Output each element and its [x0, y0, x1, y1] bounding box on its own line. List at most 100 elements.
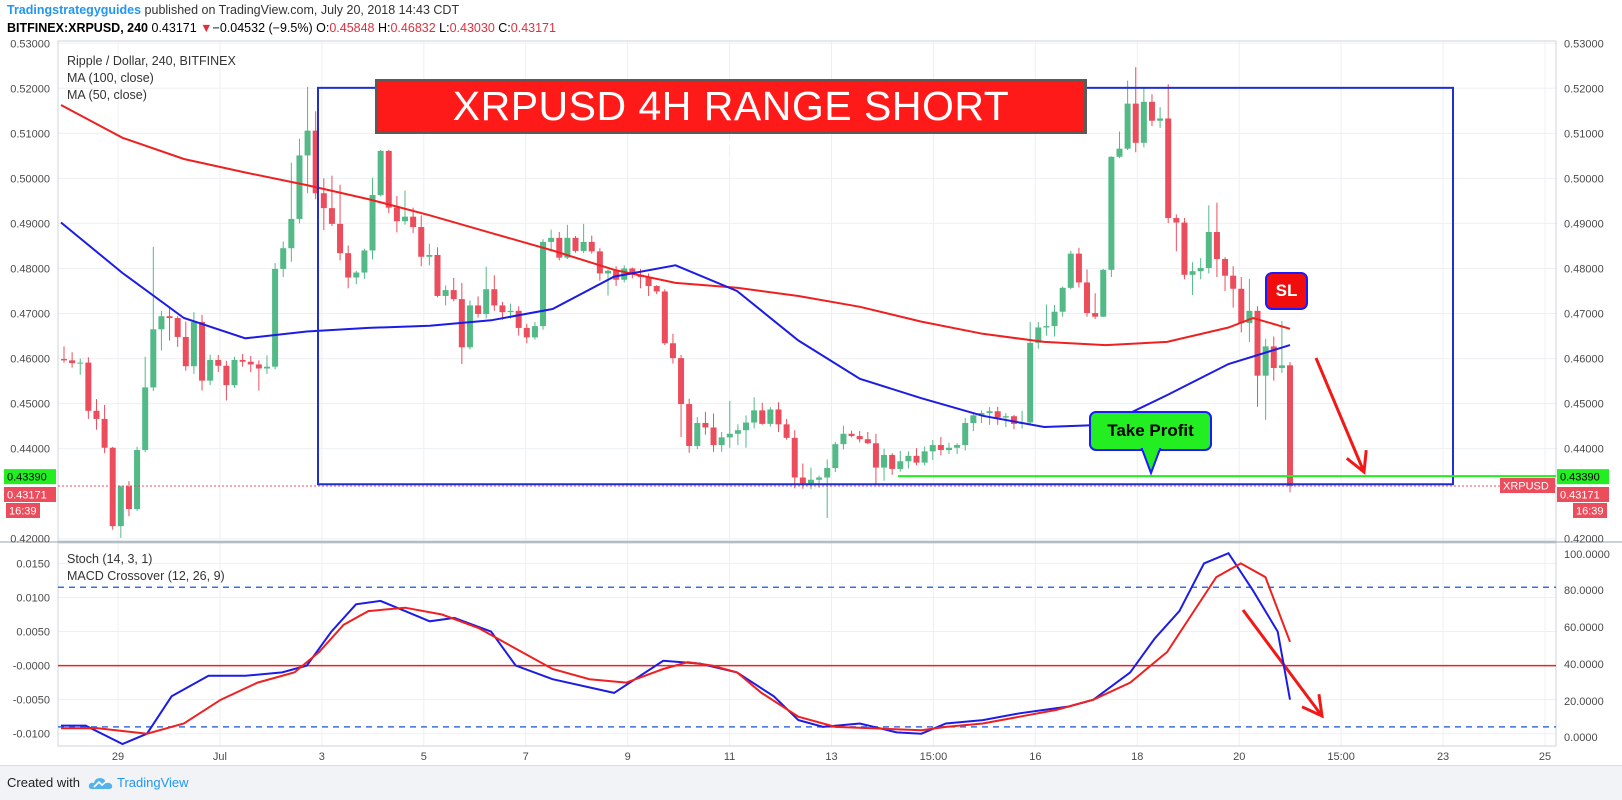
candle-body [491, 289, 498, 306]
candle-body [905, 455, 912, 462]
oscillator-right-tick-label: 60.0000 [1564, 622, 1604, 634]
take-profit-pointer [1140, 446, 1162, 476]
candle-body [994, 411, 1001, 418]
time-axis[interactable]: 29 Jul 3 5 7 9 11 13 15:00 16 18 20 15:00 23 25 [112, 751, 1551, 763]
right-last-price-tag-bg [1557, 487, 1609, 502]
candle-body [77, 362, 84, 364]
candle-body [588, 241, 595, 252]
legend-symbol[interactable]: Ripple / Dollar, 240, BITFINEX [67, 54, 236, 68]
legend-macd[interactable]: MACD Crossover (12, 26, 9) [67, 569, 225, 583]
candle-body [393, 207, 400, 222]
candle-body [978, 413, 985, 416]
candle-body [1010, 416, 1017, 424]
tradingview-cloud-icon [88, 778, 113, 789]
right-price-tick-label: 0.51000 [1564, 128, 1604, 140]
candle-body [856, 436, 863, 440]
time-tick-label: 25 [1539, 751, 1551, 763]
oscillator-left-tick-label: 0.0150 [16, 558, 50, 570]
candle-body [1002, 416, 1009, 418]
candle-body [239, 359, 246, 362]
candle-body [1132, 103, 1139, 143]
candle-body [499, 305, 506, 313]
candle-body [824, 468, 831, 478]
candle-body [799, 477, 806, 484]
candle-body [158, 316, 165, 330]
oscillator-left-tick-label: 0.0050 [16, 627, 50, 639]
candle-body [337, 223, 344, 254]
candle-body [1197, 268, 1204, 272]
left-price-tick-label: 0.53000 [10, 38, 50, 50]
candle-body [515, 310, 522, 328]
ma-lines-layer [60, 104, 1291, 429]
candle-body [759, 410, 766, 424]
oscillator-right-tick-label: 100.0000 [1564, 549, 1610, 561]
candle-body [556, 237, 563, 258]
candle-body [718, 437, 725, 446]
right-price-tick-label: 0.47000 [1564, 309, 1604, 321]
candle-body [272, 268, 279, 367]
right-price-tick-label: 0.49000 [1564, 218, 1604, 230]
left-countdown-tag-bg [6, 503, 40, 518]
left-price-tick-label: 0.51000 [10, 128, 50, 140]
candle-body [247, 361, 254, 365]
left-price-axis[interactable]: 0.53000 0.52000 0.51000 0.50000 0.49000 0.480… [10, 38, 50, 740]
candle-body [345, 253, 352, 278]
right-price-tick-label: 0.44000 [1564, 444, 1604, 456]
published-text: published on TradingView.com, July 20, 2… [144, 3, 460, 17]
legend-ma50[interactable]: MA (50, close) [67, 88, 147, 102]
tradingview-brand-link[interactable]: TradingView [117, 775, 189, 790]
candle-body [1181, 222, 1188, 275]
time-tick-label: 5 [421, 751, 427, 763]
candle-body [231, 359, 238, 386]
candle-body [134, 450, 141, 510]
right-price-tick-label: 0.46000 [1564, 354, 1604, 366]
candle-body [791, 437, 798, 478]
candle-body [190, 322, 197, 367]
candle-body [182, 336, 189, 367]
candle-body [1262, 346, 1269, 376]
candle-body [207, 359, 214, 381]
ma50-line [60, 221, 1291, 429]
left-price-tick-label: 0.45000 [10, 399, 50, 411]
candle-body [109, 447, 116, 527]
candle-body [117, 486, 124, 527]
author-link[interactable]: Tradingstrategyguides [7, 3, 142, 17]
candle-body [1059, 287, 1066, 312]
right-price-tick-label: 0.48000 [1564, 263, 1604, 275]
candle-body [840, 433, 847, 445]
candle-body [629, 268, 636, 275]
candle-body [483, 289, 490, 314]
candle-body [1278, 365, 1285, 369]
main-short-arrow-icon-head [1345, 449, 1368, 475]
candle-body [1213, 231, 1220, 260]
candle-body [1287, 365, 1293, 487]
oscillator-left-tick-label: -0.0000 [13, 661, 50, 673]
chart-canvas[interactable]: 0.53000 0.52000 0.51000 0.50000 0.49000 0.480… [0, 0, 1622, 765]
candle-body [897, 461, 904, 469]
candle-body [1043, 326, 1050, 328]
candle-body [702, 422, 709, 428]
candle-body [661, 291, 668, 344]
left-price-tick-label: 0.42000 [10, 534, 50, 546]
candle-body [1165, 118, 1172, 219]
oscillator-right-tick-label: 80.0000 [1564, 585, 1604, 597]
candle-body [678, 358, 685, 405]
low-label: L: [439, 21, 450, 35]
right-price-axis[interactable]: 0.53000 0.52000 0.51000 0.50000 0.49000 0.480… [1564, 38, 1610, 744]
candle-body [540, 241, 547, 327]
legend-ma100[interactable]: MA (100, close) [67, 71, 154, 85]
candle-body [832, 444, 839, 469]
candle-body [872, 443, 879, 468]
candle-body [1100, 269, 1107, 317]
candle-body [369, 195, 376, 251]
publish-header: Tradingstrategyguides published on Tradi… [7, 3, 459, 17]
candle-body [1157, 118, 1164, 121]
candle-body [377, 150, 384, 196]
time-tick-label: 11 [724, 751, 735, 763]
change-text: −0.04532 (−9.5%) [212, 21, 313, 35]
price-tags: 0.43390 0.43390 0.43171 0.43171 16:39 16:39 XR… [4, 469, 1609, 518]
candle-body [970, 415, 977, 423]
legend-stoch[interactable]: Stoch (14, 3, 1) [67, 552, 153, 566]
candle-body [523, 327, 530, 338]
main-pane-border [57, 40, 1557, 542]
